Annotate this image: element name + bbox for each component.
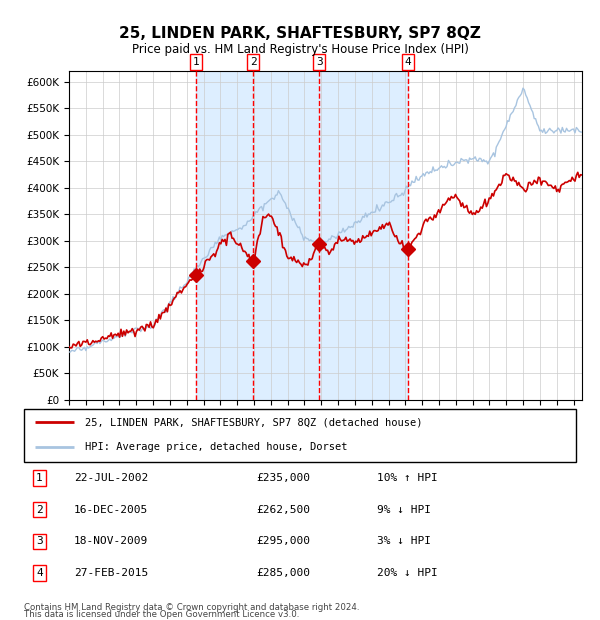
Text: Price paid vs. HM Land Registry's House Price Index (HPI): Price paid vs. HM Land Registry's House …: [131, 43, 469, 56]
Text: 2: 2: [250, 57, 257, 67]
Text: 9% ↓ HPI: 9% ↓ HPI: [377, 505, 431, 515]
Text: 18-NOV-2009: 18-NOV-2009: [74, 536, 148, 546]
Text: £262,500: £262,500: [256, 505, 310, 515]
Text: 20% ↓ HPI: 20% ↓ HPI: [377, 568, 438, 578]
Text: £285,000: £285,000: [256, 568, 310, 578]
Text: 3: 3: [316, 57, 323, 67]
Text: 2: 2: [36, 505, 43, 515]
Text: £235,000: £235,000: [256, 473, 310, 483]
Text: 16-DEC-2005: 16-DEC-2005: [74, 505, 148, 515]
Text: HPI: Average price, detached house, Dorset: HPI: Average price, detached house, Dors…: [85, 442, 347, 452]
Text: 4: 4: [36, 568, 43, 578]
Text: 1: 1: [36, 473, 43, 483]
Text: 25, LINDEN PARK, SHAFTESBURY, SP7 8QZ: 25, LINDEN PARK, SHAFTESBURY, SP7 8QZ: [119, 26, 481, 41]
Text: 4: 4: [405, 57, 412, 67]
Text: 1: 1: [193, 57, 199, 67]
Text: Contains HM Land Registry data © Crown copyright and database right 2024.: Contains HM Land Registry data © Crown c…: [24, 603, 359, 612]
Text: 22-JUL-2002: 22-JUL-2002: [74, 473, 148, 483]
Text: 25, LINDEN PARK, SHAFTESBURY, SP7 8QZ (detached house): 25, LINDEN PARK, SHAFTESBURY, SP7 8QZ (d…: [85, 417, 422, 427]
Text: 3: 3: [36, 536, 43, 546]
Text: 10% ↑ HPI: 10% ↑ HPI: [377, 473, 438, 483]
Text: £295,000: £295,000: [256, 536, 310, 546]
Bar: [196, 71, 408, 400]
FancyBboxPatch shape: [24, 409, 576, 462]
Text: 3% ↓ HPI: 3% ↓ HPI: [377, 536, 431, 546]
Text: 27-FEB-2015: 27-FEB-2015: [74, 568, 148, 578]
Text: This data is licensed under the Open Government Licence v3.0.: This data is licensed under the Open Gov…: [24, 610, 299, 619]
